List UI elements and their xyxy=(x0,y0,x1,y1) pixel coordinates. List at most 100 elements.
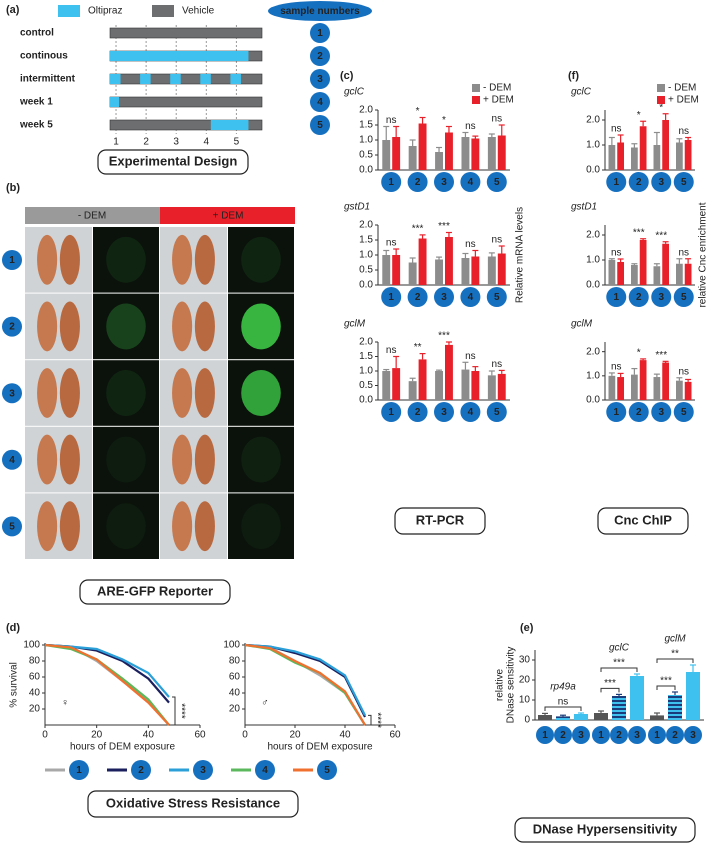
y-tick-label: 100 xyxy=(23,640,40,651)
sample-number: 3 xyxy=(634,730,640,741)
y-tick-label: 10 xyxy=(519,695,531,706)
y-tick-label: 20 xyxy=(29,704,41,715)
y-axis-label: DNase sensitivity xyxy=(506,647,517,724)
sample-badge xyxy=(2,316,22,337)
bar xyxy=(676,380,683,400)
caption-box xyxy=(97,149,249,175)
bar xyxy=(435,371,443,400)
sample-badge xyxy=(310,23,330,43)
bar xyxy=(556,716,570,720)
gfp xyxy=(106,436,146,483)
legend-swatch xyxy=(657,96,665,104)
oltipraz-segment xyxy=(210,120,249,130)
bar xyxy=(594,713,608,720)
row-label: control xyxy=(20,28,54,39)
sample-badge xyxy=(193,760,213,780)
bar xyxy=(471,371,480,400)
y-tick-label: 40 xyxy=(229,688,241,699)
bar xyxy=(392,137,401,170)
legend-swatch xyxy=(58,5,80,17)
bar xyxy=(612,696,626,720)
significance: * xyxy=(416,106,420,117)
sample-badge xyxy=(434,287,454,307)
sig-label: ** xyxy=(671,649,679,660)
legend-label: Vehicle xyxy=(182,6,215,17)
panel-label: (c) xyxy=(340,70,354,82)
bar xyxy=(435,152,443,170)
y-tick-label: 2.0 xyxy=(586,115,600,126)
sample-badge xyxy=(2,383,22,404)
bar xyxy=(392,255,401,285)
bar xyxy=(668,695,682,720)
sample-number: 5 xyxy=(9,522,15,533)
y-tick-label: 1.0 xyxy=(359,250,373,261)
sample-number: 5 xyxy=(681,177,687,188)
sample-badge xyxy=(2,516,22,537)
sample-number: 1 xyxy=(388,407,394,418)
sample-badge xyxy=(628,402,649,422)
sample-number: 5 xyxy=(494,407,500,418)
bar xyxy=(631,374,638,400)
y-tick-label: 2.0 xyxy=(586,230,600,241)
sex-symbol: ♀ xyxy=(61,698,69,709)
sample-badge xyxy=(628,726,646,744)
sample-badge xyxy=(460,402,481,422)
sig-bracket xyxy=(368,714,372,726)
bar xyxy=(418,359,427,400)
y-tick-label: 0.0 xyxy=(586,280,600,291)
photo xyxy=(93,493,159,559)
bar xyxy=(574,714,588,720)
row-label: week 5 xyxy=(19,120,53,131)
photo xyxy=(25,426,92,493)
caption-box xyxy=(394,507,486,535)
bar xyxy=(653,377,661,400)
bar xyxy=(676,142,683,170)
significance: ns xyxy=(611,362,622,373)
significance: ns xyxy=(678,247,689,258)
gfp xyxy=(241,303,281,350)
photo xyxy=(160,227,227,293)
bar xyxy=(650,715,664,720)
sig-label: *** xyxy=(660,676,672,687)
y-tick-label: 2.0 xyxy=(359,337,373,348)
y-tick-label: 1.5 xyxy=(359,120,373,131)
bar xyxy=(382,255,391,285)
panel-label: (f) xyxy=(568,70,579,82)
bar xyxy=(639,240,647,285)
sample-number: 4 xyxy=(468,177,474,188)
sig-label: *** xyxy=(613,658,625,669)
bar xyxy=(686,672,700,720)
sample-badge xyxy=(381,402,402,422)
header xyxy=(160,207,295,224)
bar xyxy=(662,243,669,285)
significance: *** xyxy=(655,230,667,241)
survival-line xyxy=(44,643,170,726)
survival-line xyxy=(44,643,170,726)
sample-badge xyxy=(460,172,481,192)
bar xyxy=(392,368,401,400)
sample-badge xyxy=(460,287,481,307)
y-tick-label: 0.0 xyxy=(359,395,373,406)
bar xyxy=(497,373,506,400)
sample-badge xyxy=(407,287,428,307)
x-tick-label: 0 xyxy=(242,730,248,741)
group-label: gclM xyxy=(664,634,686,645)
y-tick-label: 1.0 xyxy=(359,135,373,146)
x-tick-label: 20 xyxy=(289,730,301,741)
sample-number: 1 xyxy=(542,730,548,741)
sample-number: 2 xyxy=(415,407,421,418)
panel-label: (e) xyxy=(520,622,534,634)
sample-badge xyxy=(606,287,627,307)
bar xyxy=(408,262,417,285)
header xyxy=(25,207,160,224)
chart-title: gstD1 xyxy=(571,202,597,213)
gfp xyxy=(241,236,281,283)
gfp xyxy=(106,303,146,350)
gfp xyxy=(106,503,146,550)
significance: * xyxy=(637,110,641,121)
y-tick-label: 60 xyxy=(229,672,241,683)
caption: RT-PCR xyxy=(416,512,465,527)
y-axis-label: % survival xyxy=(9,662,20,708)
sex-symbol: ♂ xyxy=(261,698,269,709)
y-tick-label: 0 xyxy=(524,715,530,726)
